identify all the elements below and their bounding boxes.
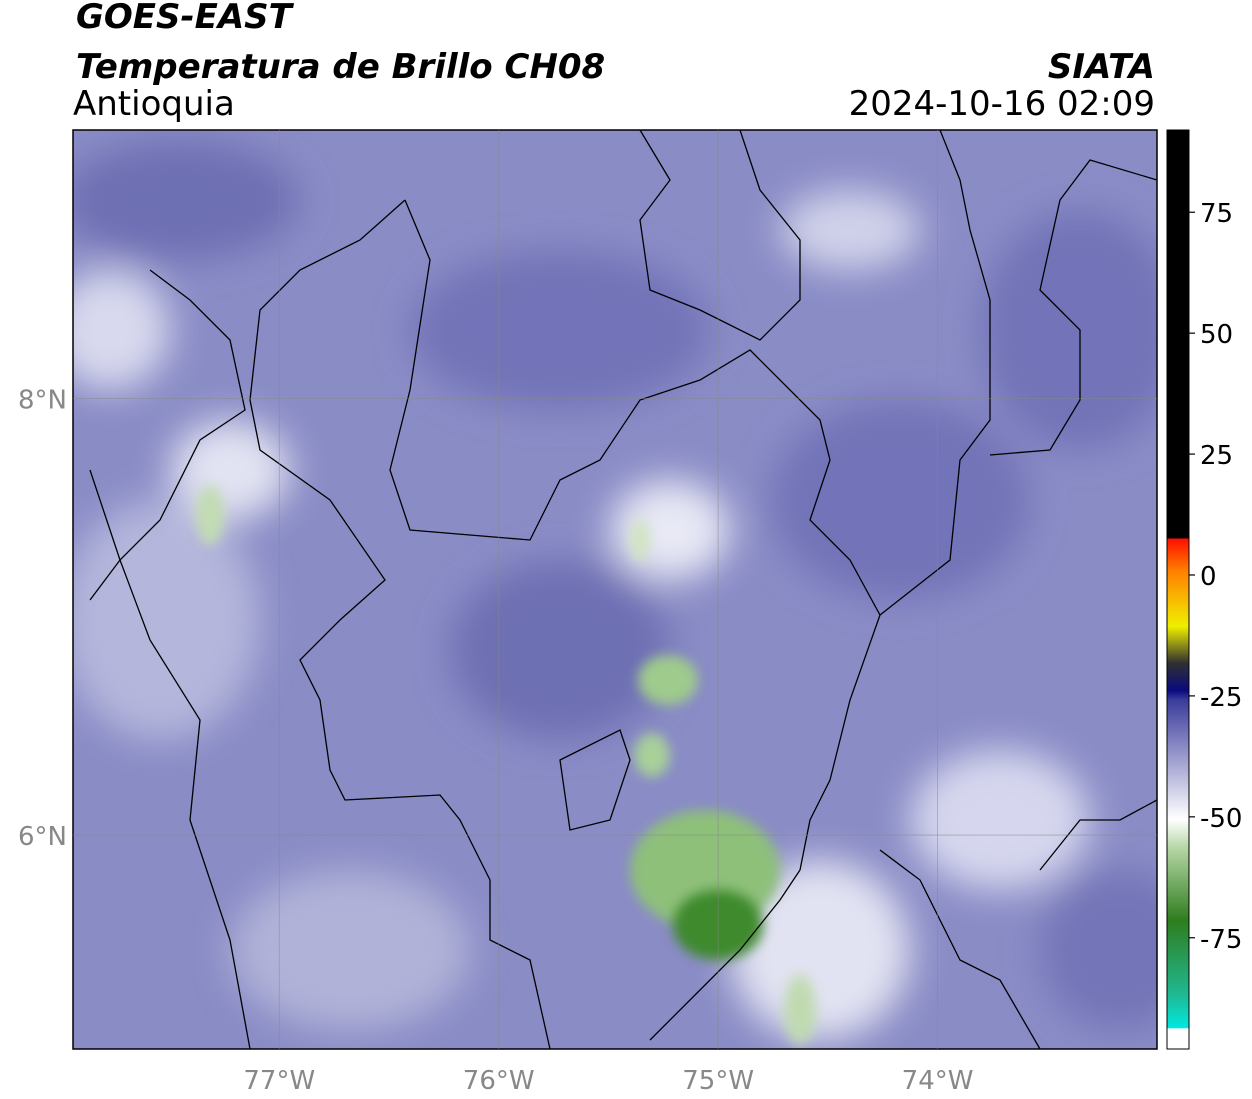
colorbar-tick-label: 25 [1200, 441, 1233, 471]
colorbar [1166, 129, 1190, 1050]
title: GOES-EAST [76, 0, 295, 37]
lat-tick-label: 8°N [18, 385, 67, 415]
lon-tick-label: 75°W [682, 1066, 754, 1096]
axes: 77°W 76°W 75°W 74°W 8°N 6°N 75 50 25 0 -25 -50 -75 [18, 130, 1242, 1096]
colorbar-tick-label: -25 [1200, 683, 1242, 713]
datetime: 2024-10-16 02:09 [849, 84, 1155, 124]
colorbar-tick-label: -75 [1200, 925, 1242, 955]
lon-tick-label: 76°W [463, 1066, 535, 1096]
colorbar-tick-label: 75 [1200, 199, 1233, 229]
lat-tick-label: 6°N [18, 822, 67, 852]
subtitle: Temperatura de Brillo CH08 [76, 47, 605, 87]
lon-tick-label: 77°W [243, 1066, 315, 1096]
colorbar-tick-label: 0 [1200, 562, 1217, 592]
satellite-image [73, 130, 1157, 1049]
colorbar-tick-label: -50 [1200, 804, 1242, 834]
source: SIATA [1048, 47, 1155, 87]
colorbar-tick-label: 50 [1200, 320, 1233, 350]
lon-tick-label: 74°W [902, 1066, 974, 1096]
map-frame [72, 129, 1158, 1050]
region: Antioquia [73, 84, 235, 124]
